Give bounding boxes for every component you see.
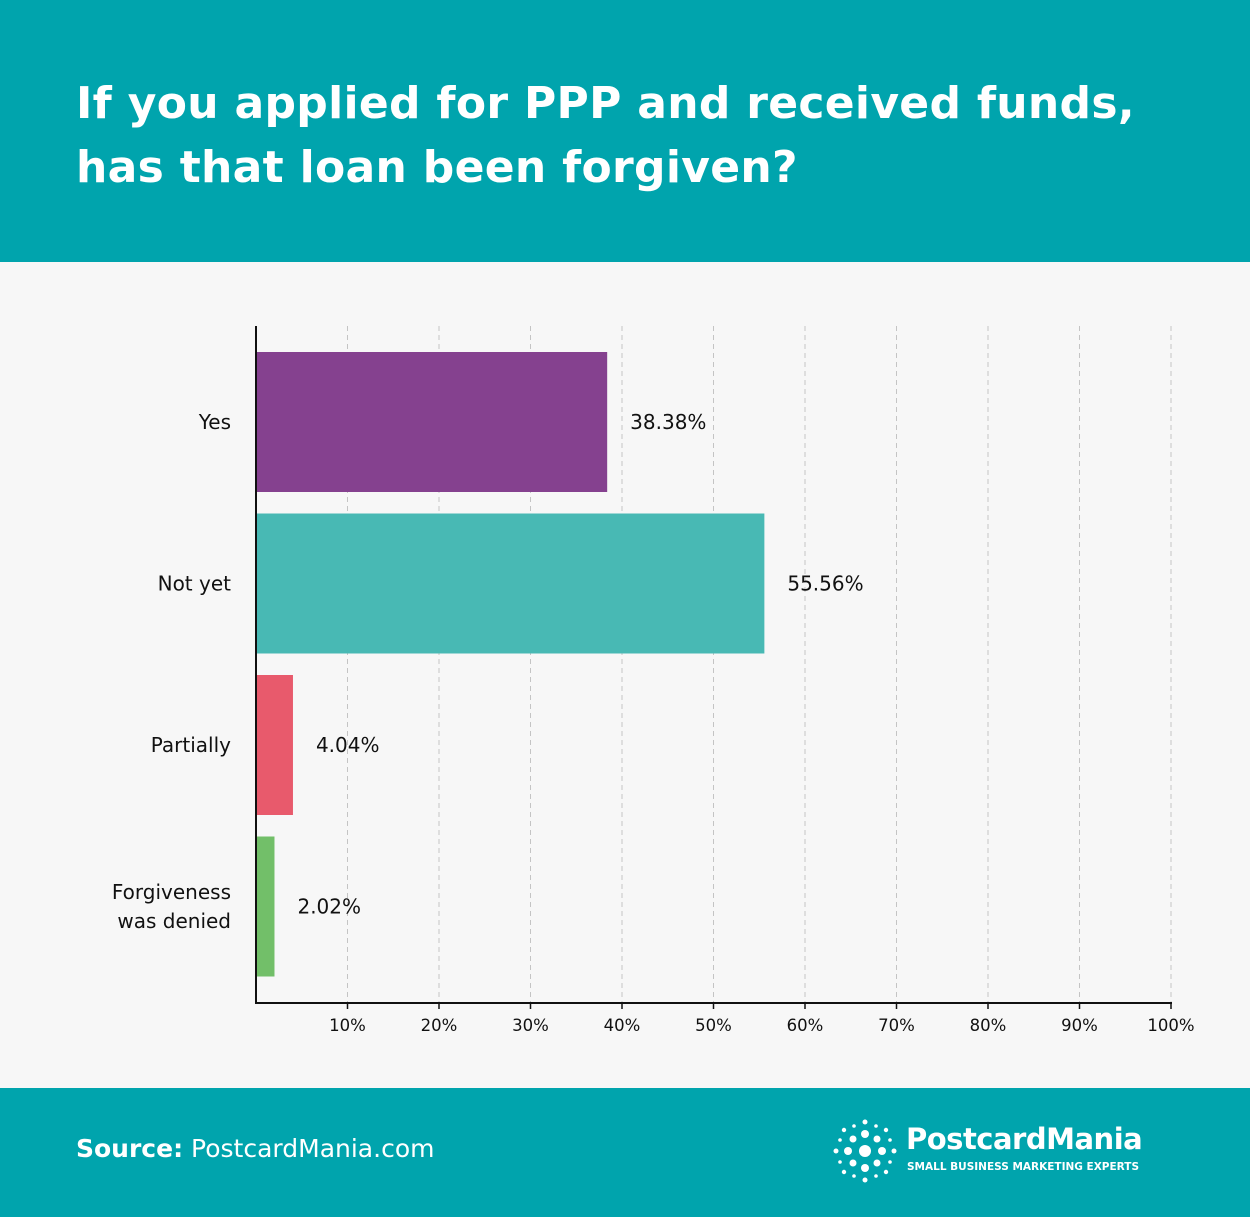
chart-area: 38.38% Yes 55.56% Not yet 4.04% Partially 2.02… (0, 262, 1250, 1088)
data-label: 2.02% (297, 895, 361, 919)
bar (256, 513, 765, 654)
tick-label: 90% (1061, 1016, 1098, 1035)
category-label: Partially (151, 733, 231, 757)
chart-title: If you applied for PPP and received fund… (76, 78, 1135, 193)
tick-label: 50% (695, 1016, 732, 1035)
source-line: Source: PostcardMania.com (76, 1132, 434, 1166)
data-label: 38.38% (630, 410, 706, 434)
tick-label: 20% (421, 1016, 458, 1035)
tick-label: 40% (604, 1016, 641, 1035)
category-label: Not yet (158, 572, 232, 596)
starburst-logo-icon (833, 1119, 897, 1183)
tick-label: 30% (512, 1016, 549, 1035)
bar (256, 352, 608, 492)
postcardmania-logo: PostcardMania SMALL BUSINESS MARKETING E… (832, 1118, 1172, 1184)
source-label: Source: (76, 1134, 184, 1163)
header-banner: If you applied for PPP and received fund… (0, 0, 1250, 262)
bar (256, 836, 275, 977)
tick-label: 60% (787, 1016, 824, 1035)
source-value: PostcardMania.com (191, 1134, 435, 1163)
logo-tagline: SMALL BUSINESS MARKETING EXPERTS (907, 1161, 1140, 1173)
bar-chart: 38.38% Yes 55.56% Not yet 4.04% Partially 2.02… (112, 326, 1195, 1035)
tick-label: 80% (970, 1016, 1007, 1035)
category-label: Forgiveness was denied (112, 880, 231, 933)
data-label: 4.04% (316, 733, 380, 757)
logo-name: PostcardMania (906, 1122, 1143, 1156)
tick-label: 10% (329, 1016, 366, 1035)
footer-banner: Source: PostcardMania.com (0, 1088, 1250, 1217)
tick-label: 100% (1147, 1016, 1194, 1035)
category-label: Yes (198, 410, 231, 434)
bar (256, 675, 293, 815)
tick-label: 70% (878, 1016, 915, 1035)
data-label: 55.56% (787, 572, 863, 596)
